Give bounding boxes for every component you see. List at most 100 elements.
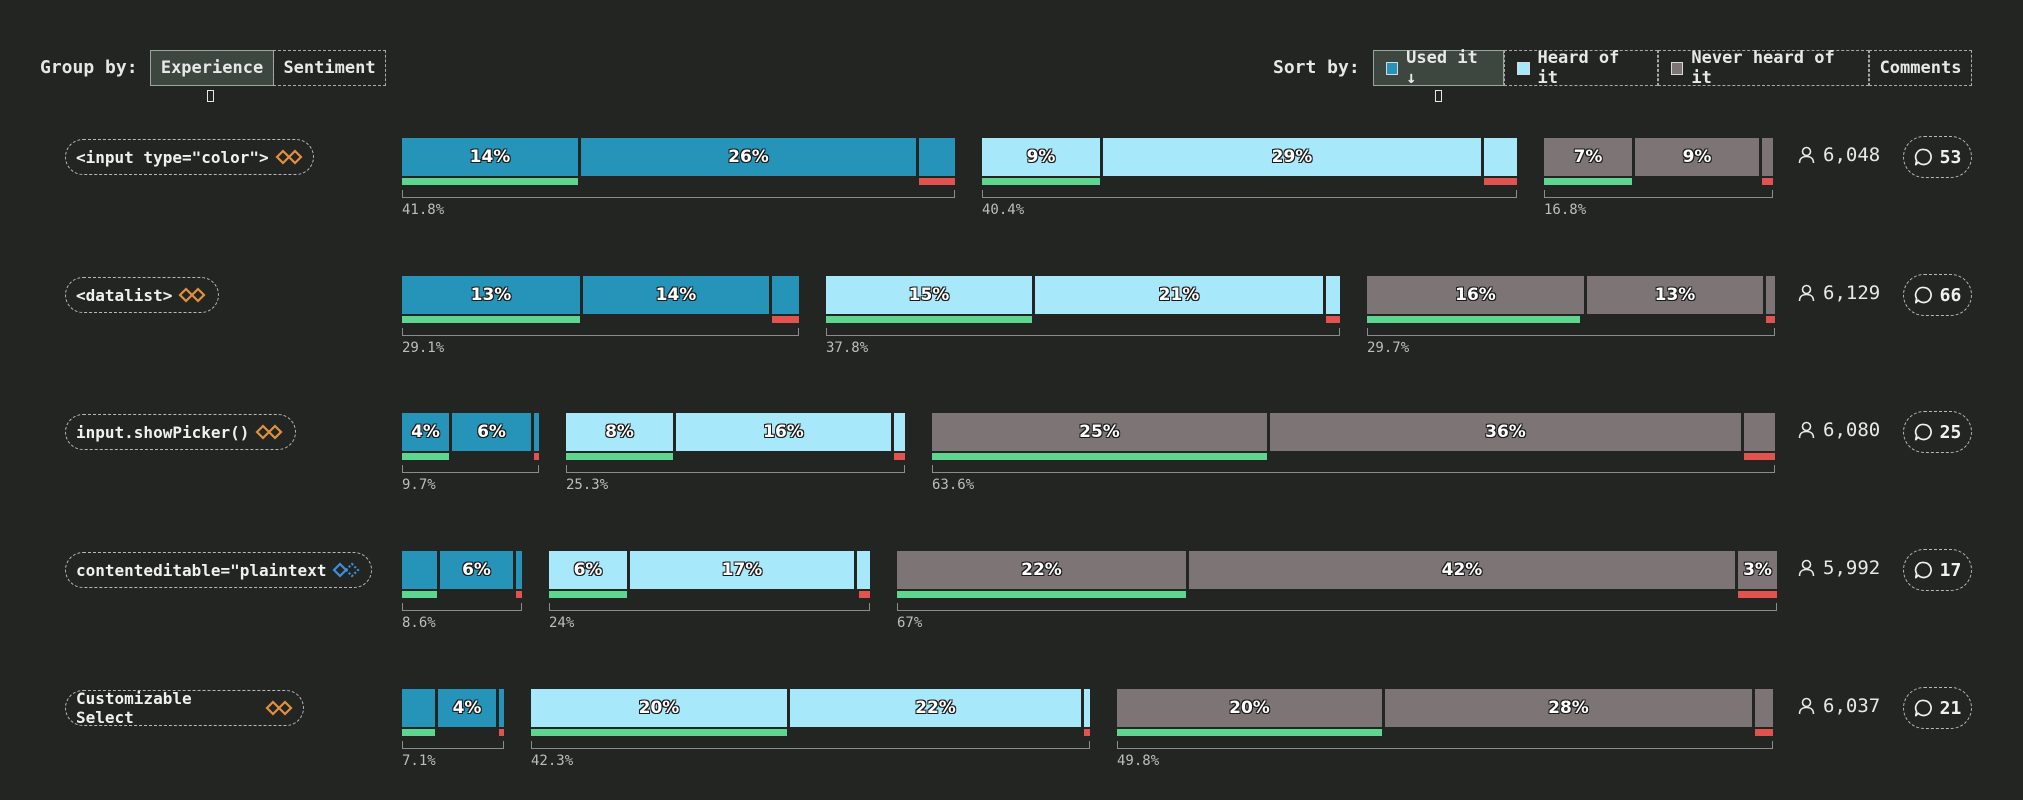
bar-segment: 4% xyxy=(438,689,496,727)
bar-segment xyxy=(534,413,539,451)
group-bracket xyxy=(402,741,504,749)
segment-label: 6% xyxy=(477,422,506,442)
feature-name-pill[interactable]: <datalist> xyxy=(65,277,219,313)
comments-button[interactable]: 21 xyxy=(1903,687,1972,729)
feature-name-pill[interactable]: Customizable Select xyxy=(65,689,304,727)
group-total: 25.3% xyxy=(566,477,609,493)
segment-label: 6% xyxy=(573,560,603,580)
bar-segment: 4% xyxy=(402,413,449,451)
bar-segment xyxy=(1484,138,1517,176)
group-sentiment-button[interactable]: Sentiment xyxy=(273,50,386,86)
group-bracket xyxy=(531,741,1090,749)
comments-button[interactable]: 66 xyxy=(1903,274,1972,316)
comments-button[interactable]: 53 xyxy=(1903,136,1972,178)
baseline-orange-icon xyxy=(275,149,303,165)
comments-button[interactable]: 17 xyxy=(1903,549,1972,591)
sort-used-it-button[interactable]: Used it ↓ xyxy=(1373,48,1504,88)
bar-segment xyxy=(894,413,905,451)
group-by-label: Group by: xyxy=(40,57,138,78)
bar-segment: 16% xyxy=(1367,276,1584,314)
group-total: 29.7% xyxy=(1367,340,1410,356)
feature-name-pill[interactable]: input.showPicker() xyxy=(65,414,296,450)
positive-indicator xyxy=(402,316,580,323)
bar-segment: 36% xyxy=(1270,413,1741,451)
segment-label: 4% xyxy=(452,698,482,718)
group-total: 40.4% xyxy=(982,202,1025,218)
negative-indicator xyxy=(1762,178,1773,185)
comments-button[interactable]: 25 xyxy=(1903,411,1972,453)
feature-name-pill[interactable]: <input type="color"> xyxy=(65,139,314,175)
segment-label: 15% xyxy=(908,285,950,305)
respondent-count-value: 5,992 xyxy=(1823,557,1881,579)
bar-segment: 25% xyxy=(932,413,1267,451)
negative-indicator xyxy=(1744,453,1775,460)
respondent-count: 6,037 xyxy=(1798,695,1880,717)
sort-never-heard-label: Never heard of it xyxy=(1691,48,1835,88)
group-total: 42.3% xyxy=(531,753,574,769)
negative-indicator xyxy=(859,591,870,598)
negative-indicator xyxy=(772,316,799,323)
bar-segment: 13% xyxy=(402,276,580,314)
bar-segment: 28% xyxy=(1385,689,1752,727)
respondent-count: 5,992 xyxy=(1798,557,1880,579)
sort-used-it-label: Used it ↓ xyxy=(1406,48,1478,88)
segment-label: 21% xyxy=(1158,285,1200,305)
bar-segment: 20% xyxy=(531,689,787,727)
bar-segment xyxy=(516,551,522,589)
person-icon xyxy=(1798,421,1815,439)
positive-indicator xyxy=(982,178,1100,185)
negative-indicator xyxy=(1484,178,1517,185)
bar-segment: 22% xyxy=(790,689,1081,727)
person-icon xyxy=(1798,284,1815,302)
bar-segment xyxy=(402,551,437,589)
bar-segment: 14% xyxy=(583,276,769,314)
comments-count: 53 xyxy=(1939,146,1962,168)
bar-segment: 29% xyxy=(1103,138,1481,176)
sort-heard-of-it-button[interactable]: Heard of it xyxy=(1504,48,1658,88)
respondent-count-value: 6,048 xyxy=(1823,144,1881,166)
bar-segment: 22% xyxy=(897,551,1186,589)
bar-segment xyxy=(402,689,435,727)
group-total: 24% xyxy=(549,615,575,631)
comment-icon xyxy=(1914,285,1934,305)
group-bracket xyxy=(549,603,870,611)
sort-comments-label: Comments xyxy=(1879,58,1962,78)
segment-label: 26% xyxy=(728,147,769,167)
positive-indicator xyxy=(402,453,449,460)
segment-label: 3% xyxy=(1743,560,1772,580)
heard-of-it-swatch-icon xyxy=(1517,61,1530,75)
sort-by-label: Sort by: xyxy=(1273,57,1360,78)
negative-indicator xyxy=(1738,591,1777,598)
bar-segment: 7% xyxy=(1544,138,1632,176)
bar-segment xyxy=(1326,276,1340,314)
segment-label: 42% xyxy=(1441,560,1483,580)
baseline-blue-icon xyxy=(332,562,361,578)
bar-segment xyxy=(772,276,799,314)
respondent-count-value: 6,080 xyxy=(1823,419,1881,441)
negative-indicator xyxy=(1766,316,1775,323)
bar-segment xyxy=(499,689,504,727)
sort-comments-button[interactable]: Comments xyxy=(1869,50,1972,86)
segment-label: 6% xyxy=(462,560,491,580)
bar-segment: 14% xyxy=(402,138,578,176)
bar-segment: 17% xyxy=(630,551,854,589)
segment-label: 14% xyxy=(655,285,697,305)
feature-name-pill[interactable]: contenteditable="plaintext xyxy=(65,552,372,588)
bar-segment: 8% xyxy=(566,413,673,451)
positive-indicator xyxy=(1544,178,1632,185)
segment-label: 17% xyxy=(721,560,763,580)
segment-label: 22% xyxy=(915,698,956,718)
sort-never-heard-button[interactable]: Never heard of it xyxy=(1658,48,1869,88)
negative-indicator xyxy=(1084,729,1090,736)
positive-indicator xyxy=(402,591,437,598)
comments-count: 21 xyxy=(1939,697,1962,719)
respondent-count-value: 6,037 xyxy=(1823,695,1881,717)
group-bracket xyxy=(402,190,955,198)
never-heard-swatch-icon xyxy=(1671,61,1684,75)
comments-count: 17 xyxy=(1939,559,1962,581)
positive-indicator xyxy=(402,729,435,736)
feature-name: <datalist> xyxy=(76,285,173,305)
comment-icon xyxy=(1914,147,1934,167)
group-sentiment-label: Sentiment xyxy=(283,58,376,78)
